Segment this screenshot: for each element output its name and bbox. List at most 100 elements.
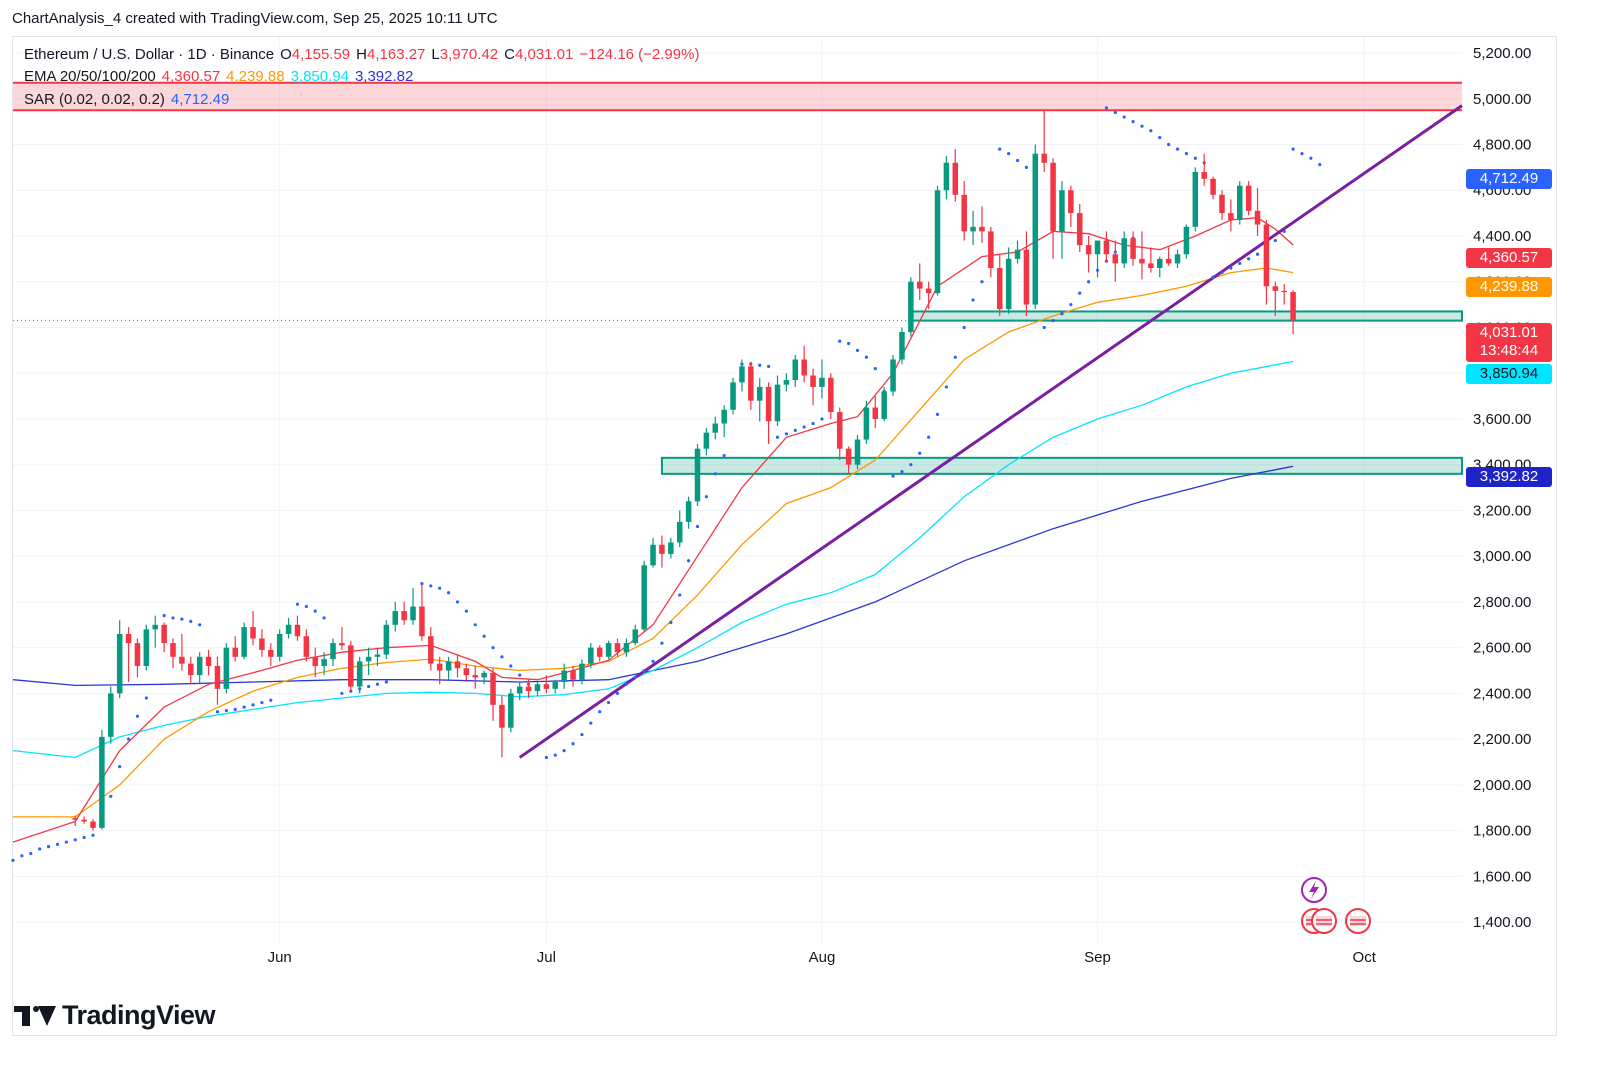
x-tick-label: Oct	[1353, 949, 1377, 966]
sar-dot	[1113, 110, 1117, 115]
candle-body	[810, 375, 816, 387]
candle-body	[623, 643, 630, 653]
sar-dot	[1078, 291, 1082, 295]
candle-body	[81, 819, 87, 822]
candle-body	[650, 544, 656, 566]
sar-dot	[73, 838, 77, 842]
candle-body	[1156, 258, 1163, 269]
sar-dot	[233, 707, 237, 712]
x-tick-label: Jun	[268, 949, 292, 966]
candle-body	[250, 627, 256, 639]
sar-dot	[615, 691, 620, 696]
sar-dot	[678, 593, 682, 597]
sar-dot	[1167, 142, 1171, 147]
sar-dot	[215, 710, 220, 714]
candle-body	[1005, 258, 1012, 310]
sar-dot	[1318, 163, 1322, 167]
candle-body	[1085, 245, 1092, 255]
candle-body	[561, 670, 567, 682]
sar-dot	[1140, 124, 1144, 128]
candle-body	[1041, 153, 1047, 163]
candle-body	[685, 501, 692, 522]
candle-body	[1263, 224, 1270, 287]
sar-dot	[144, 696, 148, 700]
candle-body	[445, 661, 452, 671]
candle-body	[1254, 210, 1261, 225]
sar-dot	[935, 412, 940, 416]
candle-body	[365, 656, 372, 662]
close-value: 4,031.01	[514, 46, 574, 63]
ema200-price-tag: 3,392.82	[1466, 467, 1552, 487]
candle-body	[330, 643, 336, 660]
candle-body	[845, 448, 852, 465]
candle-body	[188, 663, 194, 676]
candle-body	[952, 162, 959, 195]
candle-body	[161, 624, 167, 644]
candle-body	[1148, 263, 1154, 269]
candle-body	[570, 670, 576, 680]
sar-dot	[429, 584, 433, 588]
sar-dot	[660, 641, 664, 645]
candle-body	[339, 643, 345, 646]
candle-body	[943, 162, 950, 191]
sar-dot	[758, 363, 762, 367]
brand-name: TradingView	[62, 1000, 216, 1030]
candle-body	[179, 656, 185, 664]
candle-body	[730, 382, 736, 410]
candle-body	[881, 391, 887, 419]
candle-body	[1183, 226, 1190, 255]
sar-dot	[11, 858, 15, 862]
tradingview-brand[interactable]: TradingView	[14, 1000, 216, 1031]
candle-body	[765, 386, 772, 422]
candle-body	[108, 693, 114, 737]
sar-dot	[1024, 165, 1029, 169]
candle-body	[1094, 240, 1101, 255]
chart-frame[interactable]	[12, 36, 1557, 1036]
y-tick-label: 1,600.00	[1473, 868, 1531, 885]
sar-dot	[509, 664, 513, 668]
candle-body	[508, 693, 514, 728]
candle-body	[1076, 213, 1083, 246]
sar-dot	[384, 680, 388, 684]
candle-body	[134, 643, 141, 666]
sar-dot	[375, 682, 380, 686]
ema200-line	[12, 465, 1294, 687]
sar-dot	[180, 617, 184, 621]
sar-dot	[55, 842, 60, 846]
candle-body	[774, 384, 781, 422]
sar-dot	[704, 495, 708, 499]
last-price-value: 4,031.01	[1479, 324, 1539, 341]
candle-body	[1023, 249, 1030, 305]
sar-dot	[1175, 147, 1180, 151]
candle-body	[436, 663, 443, 671]
candle-body	[1201, 171, 1207, 179]
sar-dot	[624, 682, 628, 686]
ohlc-legend: Ethereum / U.S. Dollar · 1D · Binance O4,…	[24, 46, 705, 63]
y-tick-label: 2,000.00	[1473, 777, 1531, 794]
ema-legend[interactable]: EMA 20/50/100/200 4,360.57 4,239.88 3,850.9…	[24, 68, 419, 85]
sar-dot	[544, 755, 548, 760]
low-value: 3,970.42	[439, 46, 499, 63]
sar-legend[interactable]: SAR (0.02, 0.02, 0.2) 4,712.49	[24, 91, 235, 108]
candle-body	[1139, 258, 1145, 264]
trendline	[518, 104, 1463, 759]
sar-dot	[642, 668, 646, 673]
symbol-label[interactable]: Ethereum / U.S. Dollar · 1D · Binance	[24, 46, 275, 63]
tradingview-logo-icon	[14, 1004, 56, 1028]
candle-body	[996, 268, 1003, 310]
sar-dot	[340, 691, 344, 696]
candle-body	[712, 423, 719, 433]
close-label: C	[504, 46, 515, 63]
sar-dot	[464, 609, 468, 613]
candle-body	[908, 281, 914, 333]
candle-body	[1290, 292, 1296, 321]
sar-dot	[1158, 136, 1162, 140]
candle-body	[356, 661, 363, 687]
candle-body	[1192, 171, 1199, 227]
sar-dot	[491, 646, 495, 650]
sar-dot	[873, 367, 877, 371]
candle-body	[454, 661, 461, 669]
sar-dot	[669, 620, 673, 625]
candle-body	[721, 409, 727, 424]
